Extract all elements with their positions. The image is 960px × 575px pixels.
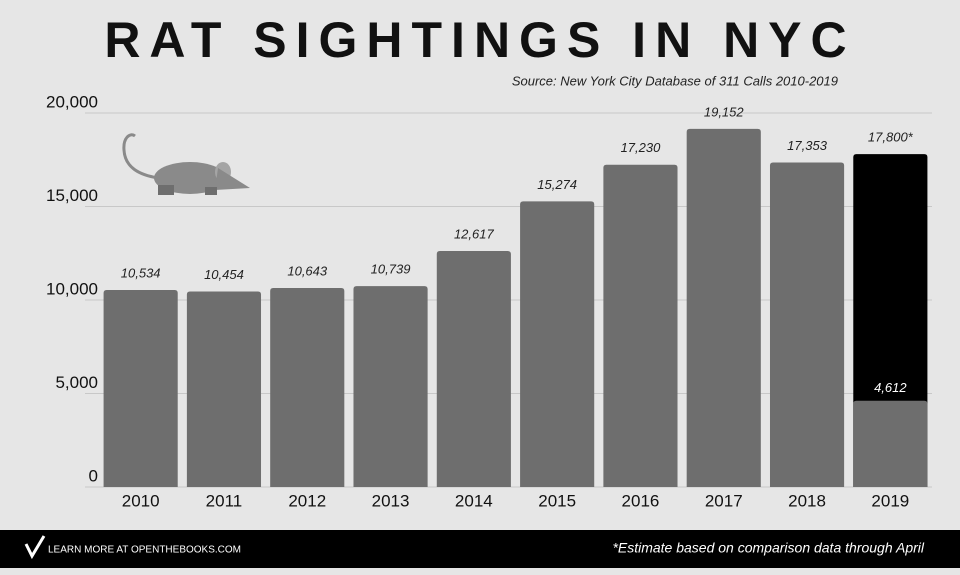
footnote: *Estimate based on comparison data throu… [612,540,924,556]
y-tick-label: 15,000 [46,186,98,205]
value-label: 10,739 [371,262,411,277]
x-tick-label: 2013 [372,491,410,510]
x-tick-label: 2018 [788,491,826,510]
value-label: 17,800* [868,130,914,145]
y-tick-label: 10,000 [46,279,98,298]
value-label: 17,353 [787,138,828,153]
rat-icon [122,133,250,195]
x-tick-label: 2015 [538,491,576,510]
x-tick-label: 2017 [705,491,743,510]
x-tick-label: 2010 [122,491,160,510]
bar [853,400,928,487]
footer-logo [24,535,46,560]
value-label: 10,534 [121,265,161,280]
x-tick-label: 2019 [871,491,909,510]
value-label: 10,454 [204,267,244,282]
x-tick-label: 2016 [622,491,660,510]
value-label: 4,612 [874,380,907,395]
chart-title: RAT SIGHTINGS IN NYC [104,12,855,68]
bar [353,286,428,487]
chart-subtitle: Source: New York City Database of 311 Ca… [512,73,838,88]
bar [769,162,845,487]
footer-link[interactable]: LEARN MORE AT OPENTHEBOOKS.COM [48,545,241,556]
y-tick-label: 5,000 [55,373,98,392]
bar [686,128,761,487]
bar [186,291,262,487]
y-tick-label: 20,000 [46,92,98,111]
value-label: 19,152 [704,104,745,119]
bar [103,290,178,487]
x-tick-label: 2014 [455,491,493,510]
x-tick-label: 2011 [206,491,243,510]
bar [436,251,511,487]
bar [520,201,595,487]
value-label: 12,617 [454,226,495,241]
footer-bar [0,530,960,568]
bar [270,287,345,487]
value-label: 15,274 [537,177,577,192]
y-tick-label: 0 [89,466,98,485]
value-label: 10,643 [287,263,328,278]
bar [603,164,678,487]
x-tick-label: 2012 [288,491,326,510]
value-label: 17,230 [621,140,662,155]
